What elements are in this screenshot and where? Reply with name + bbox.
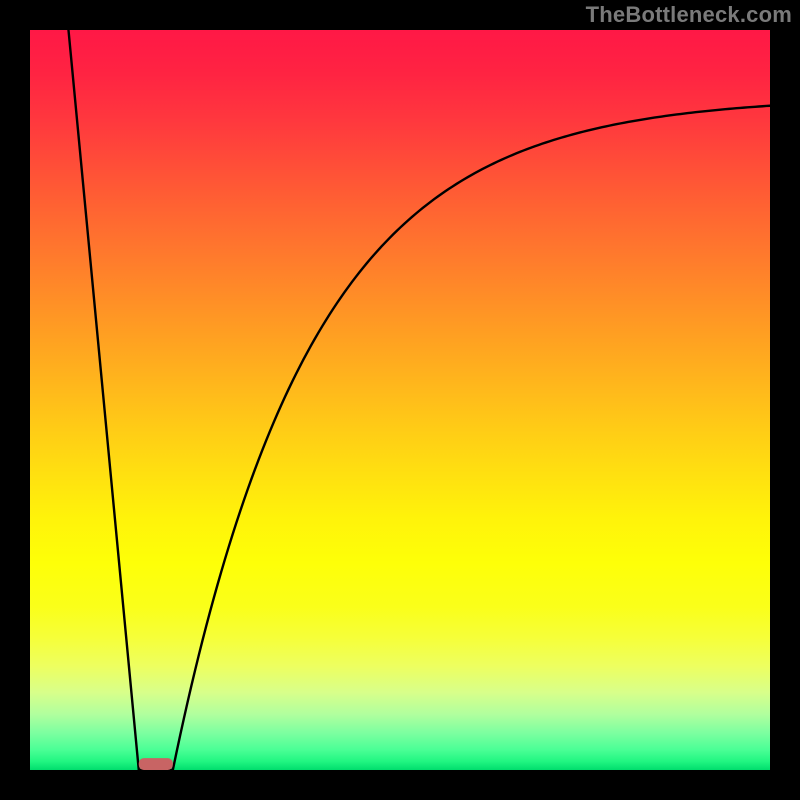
- optimal-range-marker: [139, 758, 173, 770]
- bottleneck-chart: [0, 0, 800, 800]
- watermark-text: TheBottleneck.com: [586, 2, 792, 28]
- figure-container: TheBottleneck.com: [0, 0, 800, 800]
- gradient-background: [30, 30, 770, 770]
